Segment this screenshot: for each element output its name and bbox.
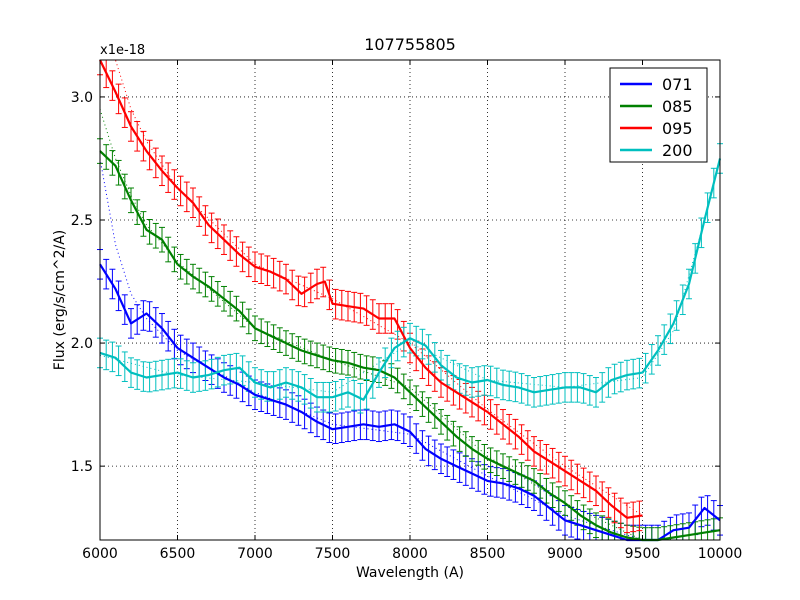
series-lines xyxy=(99,59,722,542)
chart-title: 107755805 xyxy=(364,35,456,54)
error-bar-085 xyxy=(704,519,711,540)
error-bar-085 xyxy=(686,522,692,540)
x-tick-label: 9000 xyxy=(547,546,583,562)
error-bar-085 xyxy=(655,527,661,540)
x-tick-label: 7500 xyxy=(315,546,351,562)
error-bar-085 xyxy=(605,518,612,540)
x-tick-label: 6000 xyxy=(82,546,118,562)
legend: 071 085 095 200 xyxy=(609,67,708,163)
legend-entry-095: 095 xyxy=(620,119,693,138)
legend-entry-200: 200 xyxy=(620,141,693,160)
legend-entry-085: 085 xyxy=(620,97,693,116)
y-axis-label: Flux (erg/s/cm^2/A) xyxy=(52,230,68,370)
x-tick-label: 8500 xyxy=(470,546,506,562)
series-line-200 xyxy=(99,158,722,401)
legend-label: 071 xyxy=(662,75,693,94)
legend-label: 200 xyxy=(662,141,693,160)
x-tick-label: 6500 xyxy=(160,546,196,562)
ticks: 6000 6500 7000 7500 8000 8500 9000 9500 10000 1.5… xyxy=(71,60,743,562)
y-offset-label: x1e-18 xyxy=(100,43,145,58)
y-tick-label: 2.5 xyxy=(71,213,93,229)
x-tick-label: 10000 xyxy=(698,546,743,562)
y-tick-label: 3.0 xyxy=(71,90,93,106)
error-bar-085 xyxy=(661,526,668,540)
x-tick-label: 8000 xyxy=(392,546,428,562)
legend-label: 085 xyxy=(662,97,693,116)
series-line-095 xyxy=(99,59,643,519)
error-bar-085 xyxy=(710,518,717,540)
series-line-071 xyxy=(99,263,721,542)
x-axis-label: Wavelength (A) xyxy=(356,565,464,581)
y-tick-label: 2.0 xyxy=(71,336,93,352)
error-bar-085 xyxy=(642,527,649,540)
error-bar-085 xyxy=(679,523,686,540)
x-tick-label: 7000 xyxy=(237,546,273,562)
legend-label: 095 xyxy=(662,119,693,138)
error-bar-085 xyxy=(648,527,655,540)
series-line-085 xyxy=(99,150,721,542)
y-tick-label: 1.5 xyxy=(71,459,93,475)
x-tick-label: 9500 xyxy=(625,546,661,562)
error-bar-085 xyxy=(698,520,705,540)
legend-entry-071: 071 xyxy=(620,75,693,94)
